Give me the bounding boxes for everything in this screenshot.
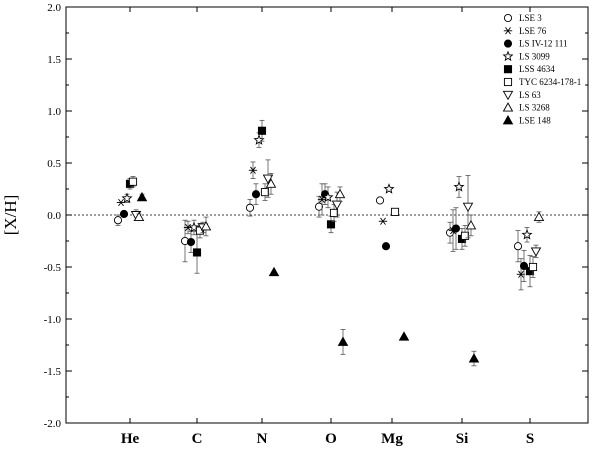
y-tick-label: -1.0 (44, 314, 62, 326)
y-tick-label: 1.0 (47, 106, 61, 118)
legend-label: LS IV-12 111 (519, 39, 568, 49)
data-point (121, 192, 133, 204)
legend-marker (503, 65, 513, 74)
data-point (519, 261, 529, 271)
x-category-label: He (121, 431, 140, 447)
y-tick-label: 1.5 (47, 54, 61, 66)
x-category-label: Mg (381, 431, 403, 447)
data-point (528, 262, 538, 272)
legend: LSE 3 LSE 76 LS IV-12 111 LS 3099 LSS 4634 TY… (502, 13, 581, 125)
legend-marker (502, 102, 514, 112)
data-points (113, 119, 545, 367)
data-point (113, 216, 123, 225)
x-category-label: C (192, 431, 203, 447)
data-point (268, 266, 280, 277)
data-point (462, 202, 474, 213)
legend-marker (503, 39, 513, 48)
legend-marker (503, 27, 513, 35)
legend-label: LS 3268 (519, 103, 550, 113)
data-point (329, 208, 339, 217)
data-point (334, 188, 346, 199)
y-axis-title: [X/H] (1, 195, 20, 236)
y-axis-ticks: 2.0 1.5 1.0 0.5 0.0 -0.5 -1.0 -1.5 -2.0 (44, 2, 588, 430)
data-point (337, 336, 349, 346)
legend-label: LSE 3 (519, 13, 542, 23)
legend-marker (503, 77, 513, 87)
data-point (262, 174, 274, 185)
data-point (398, 331, 410, 341)
y-tick-label: -2.0 (44, 418, 62, 430)
data-point (119, 209, 129, 219)
data-point (128, 177, 138, 186)
data-point (245, 203, 255, 212)
legend-label: TYC 6234-178-1 (519, 77, 581, 87)
data-point (453, 181, 465, 192)
data-point (533, 211, 545, 222)
x-category-label: O (325, 431, 337, 447)
legend-marker (503, 13, 513, 23)
y-tick-label: 0.0 (47, 210, 61, 222)
legend-marker (502, 114, 514, 125)
data-point (257, 126, 267, 135)
legend-label: LS 3099 (519, 51, 550, 61)
data-point (383, 183, 395, 194)
legend-label: LSE 76 (519, 26, 547, 36)
y-tick-label: -0.5 (44, 262, 62, 274)
data-point (521, 228, 533, 240)
y-tick-label: -1.5 (44, 366, 62, 378)
data-point (378, 217, 388, 225)
data-point (248, 166, 258, 174)
legend-label: LS 63 (519, 90, 541, 100)
data-point (251, 190, 261, 199)
legend-label: LSE 148 (519, 115, 551, 125)
data-point (390, 207, 400, 216)
data-point (265, 178, 277, 188)
x-category-label: Si (456, 431, 469, 447)
data-point (192, 248, 202, 257)
data-point (188, 221, 200, 233)
legend-label: LSS 4634 (519, 64, 555, 74)
data-point (200, 221, 212, 231)
data-point (136, 191, 148, 202)
data-point (530, 247, 542, 257)
data-point (260, 188, 270, 197)
legend-marker (502, 90, 514, 101)
x-category-label: S (526, 431, 534, 447)
data-point (331, 200, 343, 211)
data-point (375, 196, 385, 205)
data-point (513, 242, 523, 251)
y-tick-label: 0.5 (47, 158, 61, 170)
data-point (186, 237, 196, 247)
x-category-label: N (257, 431, 268, 447)
data-point (381, 242, 391, 251)
legend-marker (502, 50, 514, 62)
y-tick-label: 2.0 (47, 2, 61, 14)
data-point (465, 219, 477, 230)
data-point (326, 220, 336, 229)
data-point (468, 353, 480, 363)
data-point (314, 202, 324, 211)
data-point (322, 191, 334, 203)
data-point (133, 211, 145, 222)
data-point (451, 224, 461, 233)
x-axis-categories: He C N O Mg Si S (121, 7, 534, 447)
data-point (460, 231, 470, 240)
